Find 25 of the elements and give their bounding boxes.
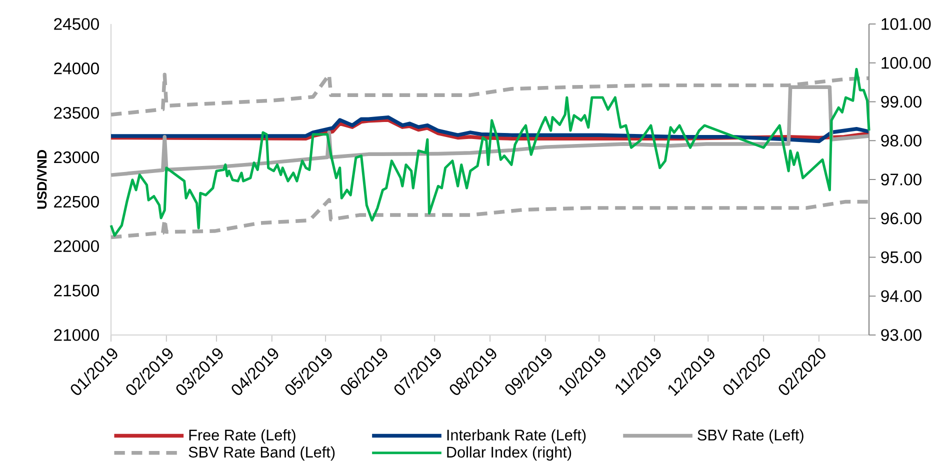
y2-tick-label: 100.00 — [882, 56, 931, 69]
legend-label: SBV Rate (Left) — [698, 429, 804, 444]
y-tick-label: 24000 — [54, 62, 99, 74]
y-tick-label: 22500 — [54, 196, 99, 208]
y2-tick-label: 93.00 — [881, 329, 922, 341]
line-series — [110, 68, 870, 237]
legend-label: Free Rate (Left) — [189, 429, 296, 444]
y-tick-label: 23500 — [54, 106, 99, 119]
legend-label: Interbank Rate (Left) — [447, 429, 586, 444]
y2-tick-label: 99.00 — [881, 96, 922, 108]
legend-label: SBV Rate Band (Left) — [188, 446, 335, 461]
y-tick-label: 24500 — [54, 18, 99, 30]
y2-tick-label: 101.00 — [882, 18, 931, 30]
y2-tick-label: 94.00 — [881, 290, 922, 302]
y2-tick-label: 95.00 — [881, 251, 922, 264]
y-tick-label: 21500 — [54, 284, 99, 296]
y-tick-label: 23000 — [54, 151, 99, 164]
y2-tick-label: 98.00 — [881, 134, 922, 147]
y-tick-label: 21000 — [54, 329, 99, 341]
y-tick-label: 22000 — [54, 240, 99, 252]
y2-tick-label: 97.00 — [881, 174, 922, 186]
line-series — [109, 198, 871, 240]
y-axis-title: USD/VND — [36, 150, 47, 209]
y2-tick-label: 96.00 — [881, 212, 922, 224]
legend-label: Dollar Index (right) — [447, 446, 572, 461]
